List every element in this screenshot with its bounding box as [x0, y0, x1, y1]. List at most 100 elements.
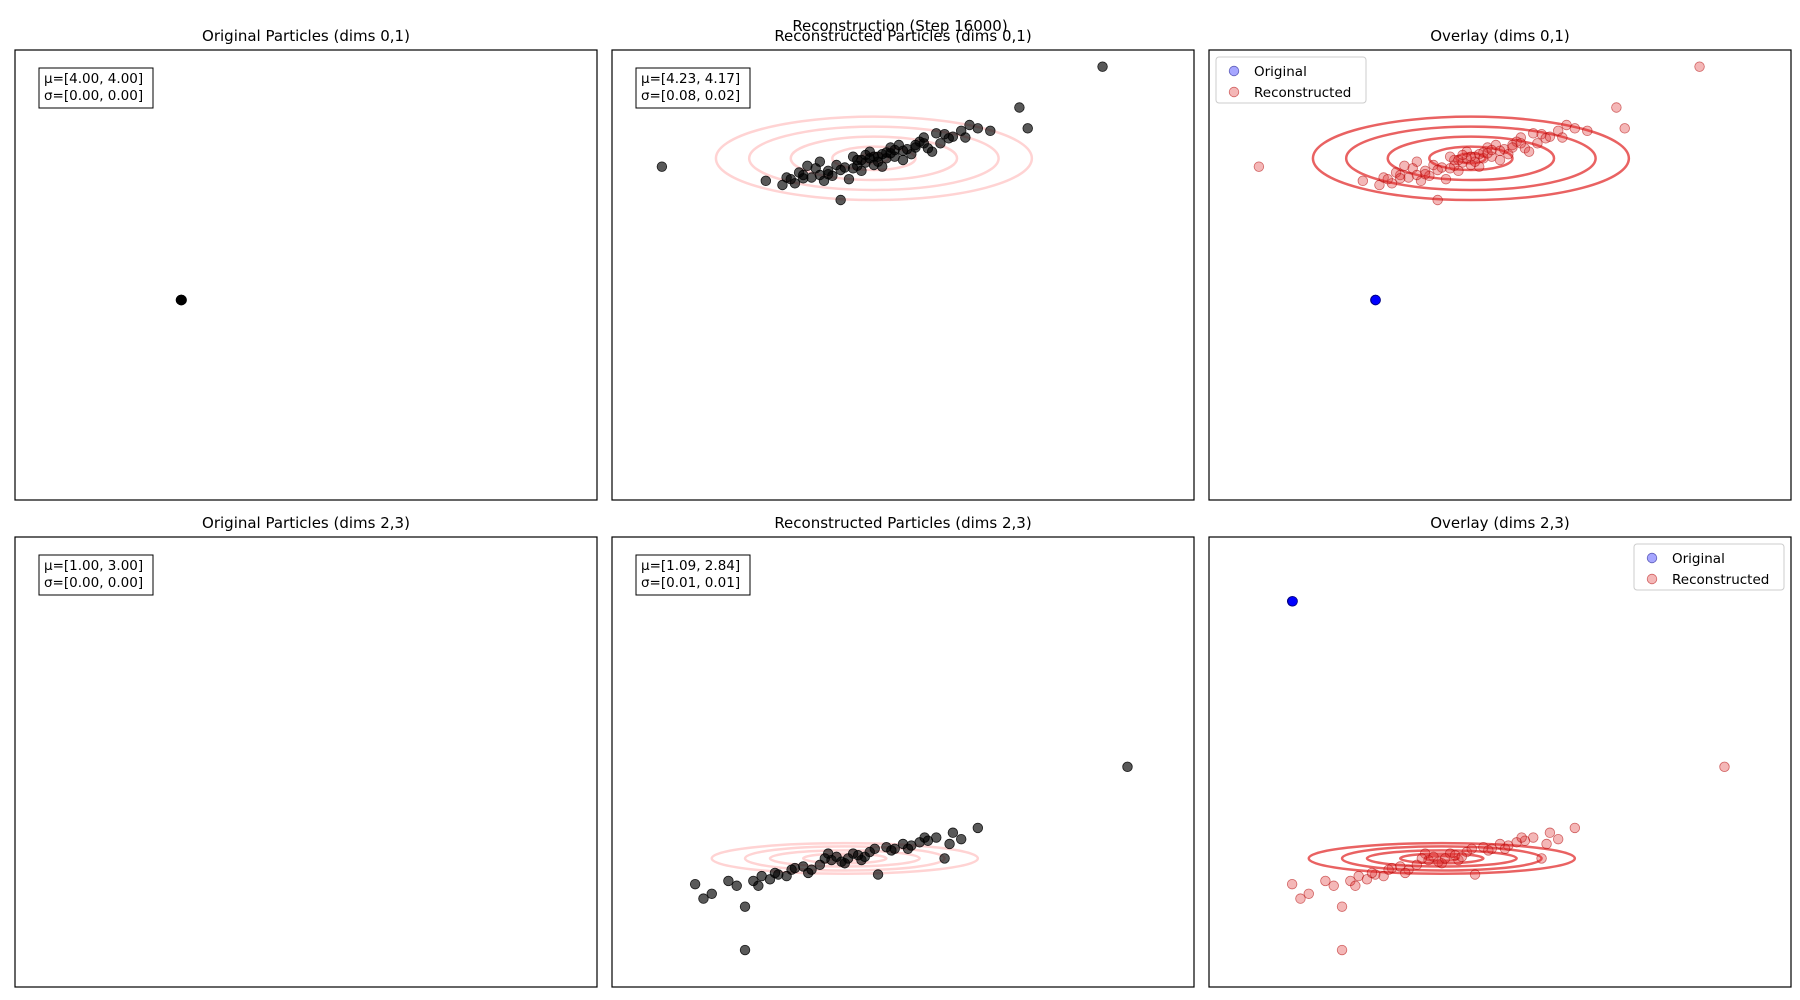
- scatter-point: [1582, 125, 1593, 137]
- scatter-point: [868, 151, 880, 162]
- stats-mu: μ=[4.00, 4.00]: [44, 71, 143, 87]
- axes-frame: [14, 49, 598, 501]
- plot-area: [175, 294, 187, 306]
- scatter-point: [1287, 596, 1298, 607]
- axes-frame: [1208, 49, 1792, 501]
- scatter-point: [947, 827, 959, 838]
- scatter-point: [1383, 864, 1394, 875]
- scatter-point: [926, 146, 938, 157]
- stats-box: [38, 67, 154, 109]
- scatter-point: [1486, 144, 1497, 156]
- legend: Original Reconstructed: [1633, 543, 1785, 591]
- scatter-point: [985, 125, 996, 137]
- scatter-point: [843, 173, 855, 185]
- subplot-title: Reconstructed Particles (dims 2,3): [774, 514, 1031, 532]
- scatter-point: [803, 867, 814, 879]
- scatter-point: [956, 833, 967, 845]
- scatter-point: [1523, 146, 1535, 157]
- scatter-point: [1569, 822, 1581, 834]
- stats-mu: μ=[4.23, 4.17]: [641, 71, 740, 87]
- contour-ellipse: [1386, 135, 1556, 182]
- contour-ellipse: [747, 125, 1000, 192]
- contour-ellipse: [789, 135, 959, 182]
- legend-marker: [1646, 573, 1658, 585]
- contour-ellipse: [714, 115, 1034, 202]
- subplot-3: Overlay (dims 0,1) Original Reconstructed: [1208, 27, 1792, 501]
- scatter-point: [1433, 856, 1444, 867]
- scatter-point: [1403, 172, 1414, 183]
- scatter-point: [1295, 893, 1306, 904]
- scatter-point: [897, 154, 909, 166]
- scatter-point: [1528, 128, 1539, 139]
- series-original: [175, 294, 187, 306]
- scatter-point: [1419, 168, 1431, 180]
- scatter-point: [860, 149, 871, 161]
- contour-ellipse: [1398, 852, 1485, 865]
- scatter-point: [802, 160, 813, 172]
- scatter-point: [935, 138, 946, 149]
- scatter-point: [1469, 869, 1481, 880]
- legend-marker: [1228, 86, 1240, 98]
- subplot-4: Original Particles (dims 2,3) μ=[1.00, 3.…: [14, 514, 598, 988]
- scatter-point: [1357, 175, 1369, 187]
- scatter-point: [939, 853, 950, 864]
- scatter-point: [872, 869, 884, 880]
- scatter-point: [1456, 851, 1467, 863]
- contour-ellipse: [1307, 841, 1577, 875]
- series-reconstructed: [1286, 761, 1730, 956]
- scatter-point: [1532, 138, 1543, 149]
- scatter-point: [1014, 102, 1025, 113]
- legend: Original Reconstructed: [1215, 56, 1367, 104]
- scatter-point: [1336, 901, 1348, 912]
- scatter-point: [1382, 173, 1393, 185]
- stats-mu: μ=[1.09, 2.84]: [641, 558, 740, 574]
- scatter-point: [1370, 294, 1381, 306]
- scatter-point: [1303, 888, 1314, 899]
- scatter-point: [1253, 161, 1265, 172]
- scatter-point: [1516, 832, 1527, 843]
- stats-sigma: σ=[0.01, 0.01]: [641, 575, 740, 591]
- stats-sigma: σ=[0.08, 0.02]: [641, 88, 740, 104]
- plot-area: [1286, 596, 1730, 956]
- scatter-point: [1439, 853, 1451, 864]
- scatter-point: [835, 164, 846, 176]
- stats-sigma: σ=[0.00, 0.00]: [44, 88, 143, 104]
- scatter-point: [919, 832, 930, 843]
- scatter-point: [1528, 832, 1539, 843]
- subplot-title: Original Particles (dims 0,1): [202, 27, 410, 45]
- scatter-point: [739, 944, 751, 956]
- scatter-point: [689, 878, 701, 890]
- contour-ellipse: [710, 841, 980, 875]
- legend-label: Original: [1672, 551, 1725, 567]
- scatter-point: [1022, 123, 1033, 134]
- scatter-point: [1097, 61, 1108, 72]
- stats-box: [38, 554, 154, 596]
- plot-area: [689, 761, 1133, 956]
- scatter-point: [1320, 875, 1331, 887]
- scatter-point: [656, 161, 668, 172]
- scatter-point: [1544, 827, 1556, 838]
- scatter-point: [1482, 148, 1493, 159]
- scatter-point: [1536, 853, 1547, 864]
- scatter-point: [859, 851, 870, 863]
- legend-marker: [1646, 552, 1658, 564]
- scatter-point: [1515, 132, 1526, 143]
- scatter-point: [769, 867, 781, 879]
- contour-ellipse: [1344, 125, 1597, 192]
- subplot-title: Overlay (dims 0,1): [1430, 27, 1570, 45]
- scatter-point: [1423, 854, 1434, 866]
- scatter-point: [723, 875, 734, 887]
- scatter-point: [842, 853, 854, 864]
- scatter-point: [1449, 154, 1460, 166]
- scatter-point: [1411, 169, 1423, 181]
- scatter-point: [1286, 878, 1298, 890]
- scatter-point: [1432, 194, 1443, 206]
- scatter-point: [972, 123, 984, 134]
- scatter-point: [847, 163, 859, 174]
- scatter-point: [706, 888, 717, 899]
- subplot-6: Overlay (dims 2,3) Original Reconstructed: [1208, 514, 1792, 988]
- scatter-point: [1122, 761, 1133, 773]
- stats-box: [635, 67, 751, 109]
- scatter-point: [869, 843, 880, 854]
